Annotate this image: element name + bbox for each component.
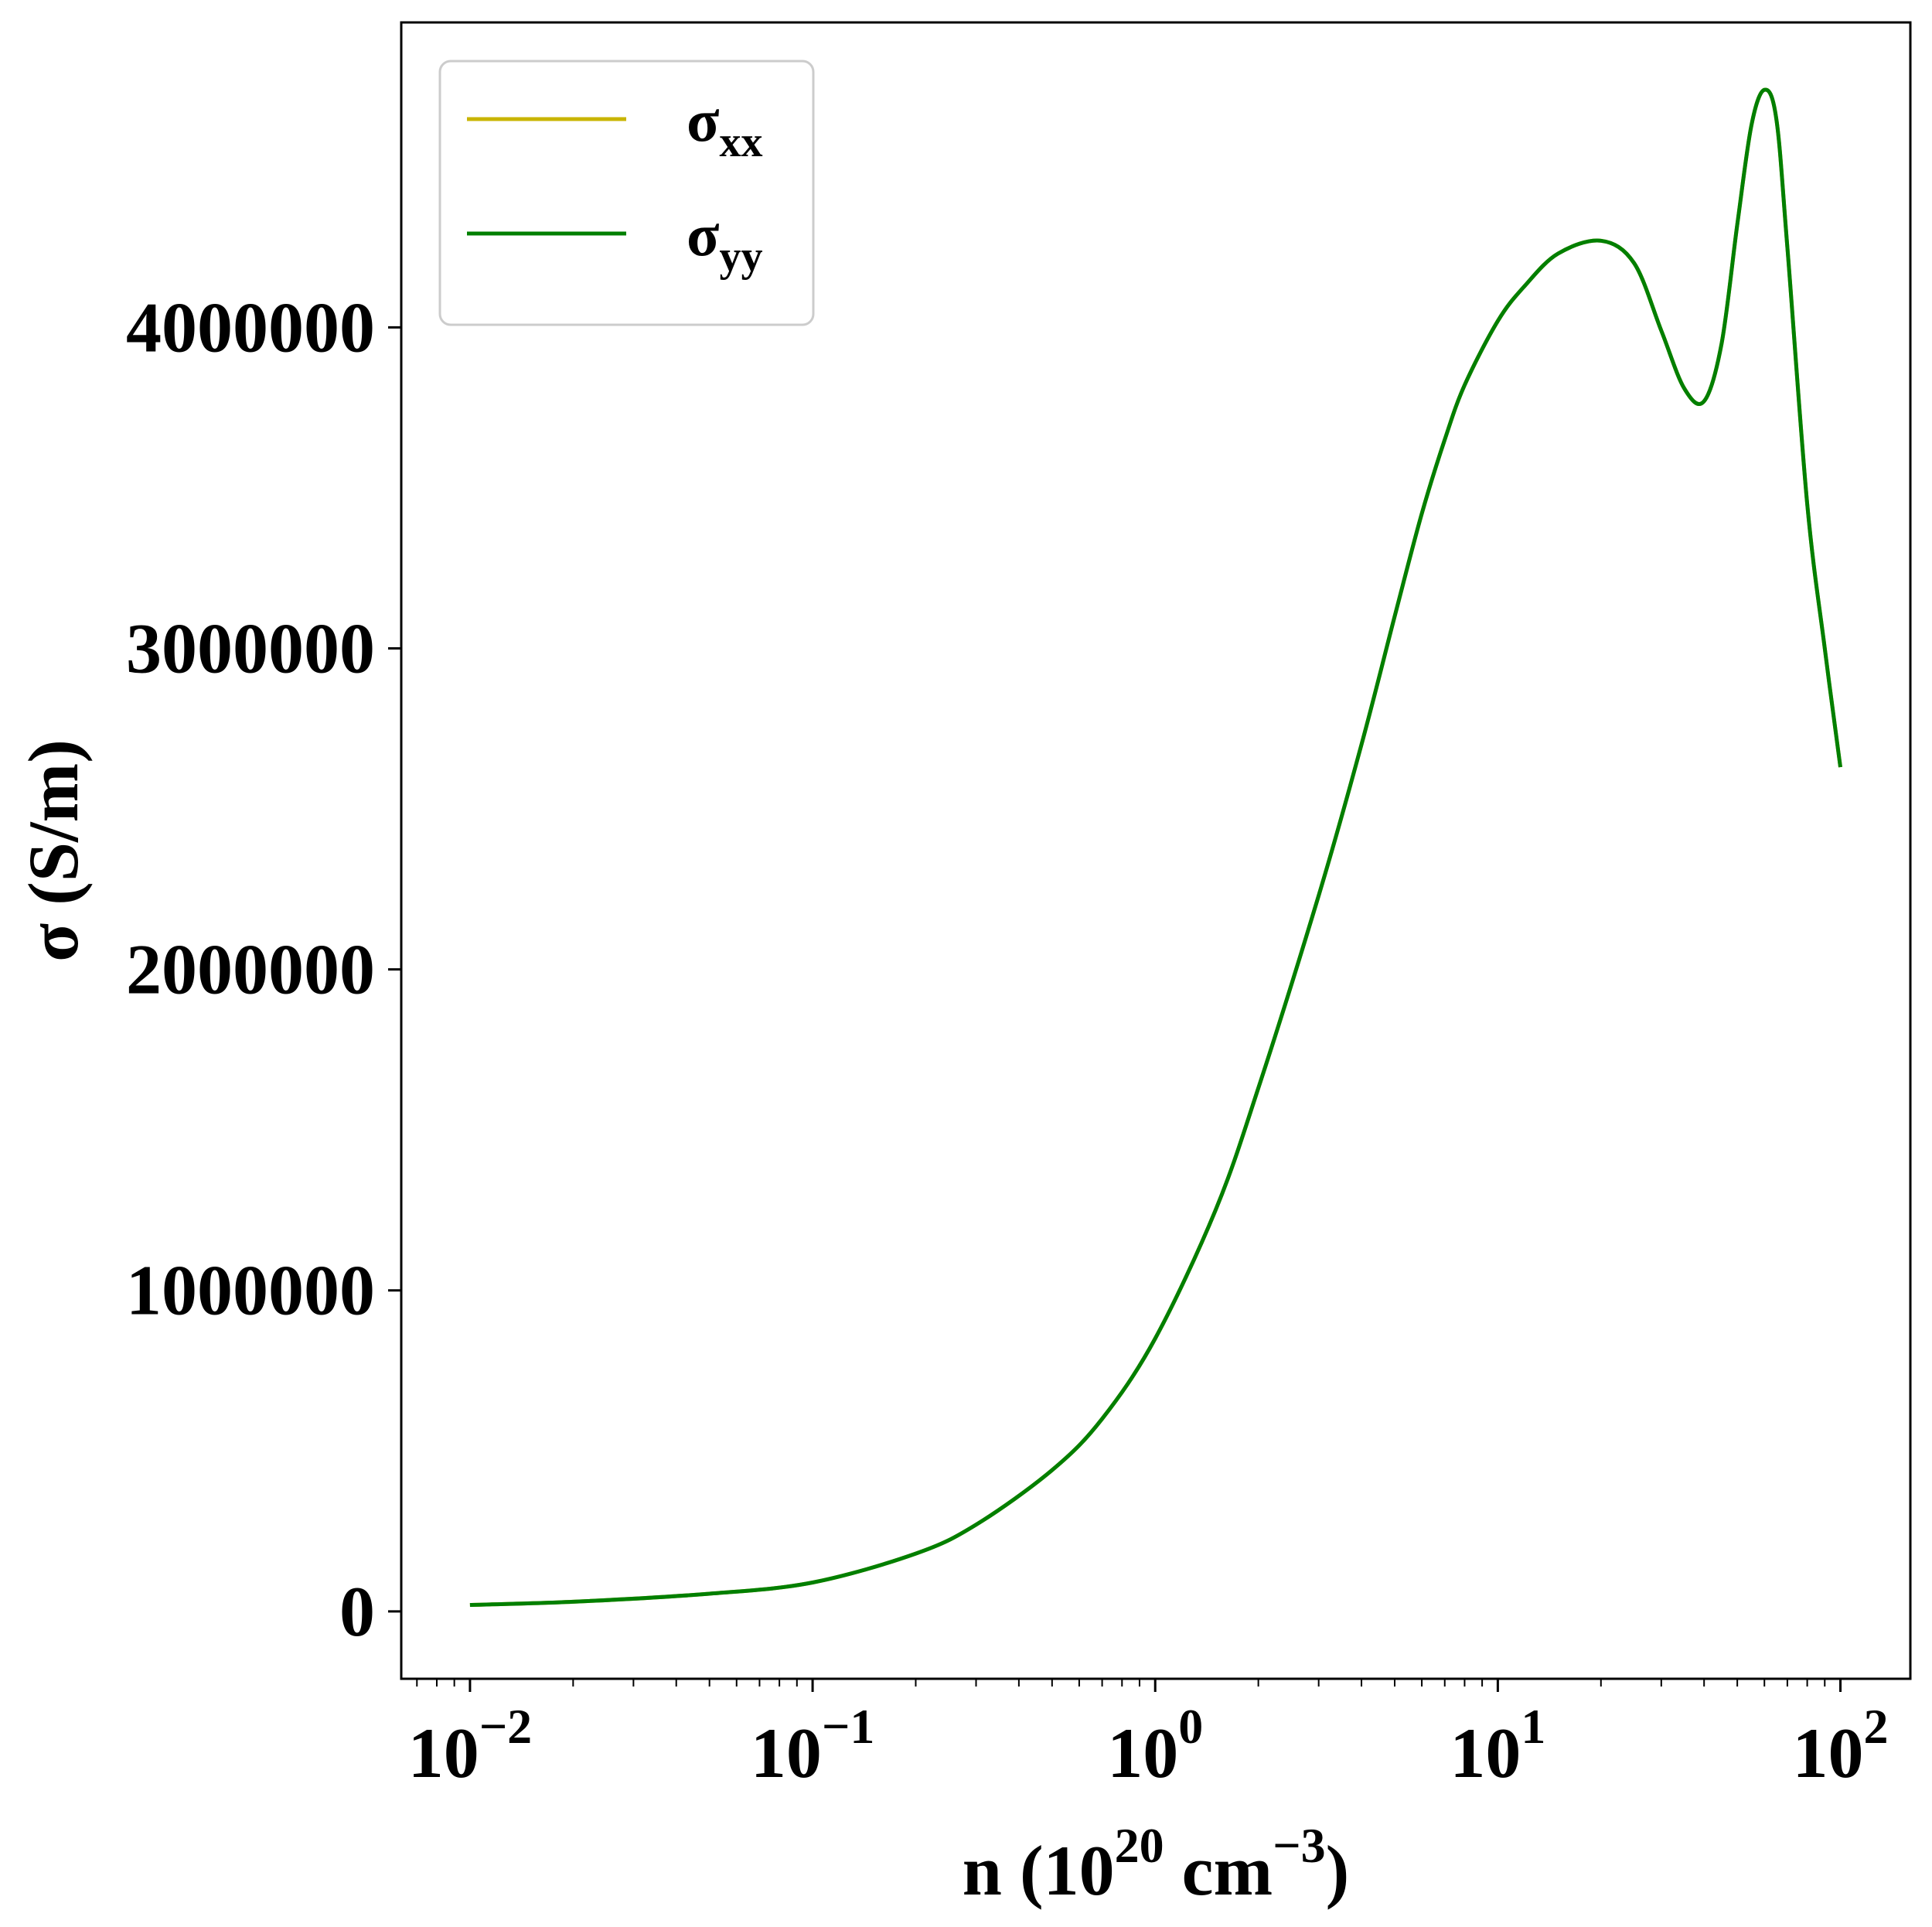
x-tick-label-base: 10 (1107, 1714, 1178, 1792)
x-axis-label-unit: cm (1164, 1831, 1273, 1910)
legend-label-sigma-xx-subscript: xx (719, 118, 762, 166)
x-tick-label-base: 10 (1793, 1714, 1864, 1792)
x-axis-label-base: n (10 (963, 1831, 1115, 1910)
ticks-layer: 10−2 10−1 100 101 10201000000200000030000004… (126, 288, 1889, 1792)
legend-label-sigma-xx-symbol: σ (687, 87, 719, 154)
legend-box (438, 60, 815, 326)
legend-label-sigma-yy-subscript: yy (719, 233, 762, 281)
y-tick-label: 0 (339, 1572, 375, 1651)
x-tick-label-base: 10 (751, 1714, 822, 1792)
series-layer (469, 87, 1842, 1607)
x-tick-label-base: 10 (1450, 1714, 1521, 1792)
y-axis-label: σ (S/m) (14, 739, 93, 962)
x-tick-label-exponent: 1 (1521, 1699, 1545, 1754)
plot-frame (400, 21, 1912, 1680)
x-tick-label-exponent: 2 (1864, 1699, 1889, 1754)
legend-label-sigma-yy: σyy (687, 201, 762, 281)
x-tick-label: 100 (1107, 1699, 1203, 1792)
x-tick-label-exponent: −1 (822, 1699, 874, 1754)
series-line-sigma-yy (469, 87, 1842, 1607)
y-tick-label: 1000000 (126, 1251, 375, 1330)
x-axis-label-exponent-2: −3 (1273, 1818, 1325, 1873)
x-axis-label-exponent-1: 20 (1115, 1818, 1164, 1873)
x-tick-label-base: 10 (408, 1714, 479, 1792)
x-tick-label: 10−1 (751, 1699, 874, 1792)
legend-label-sigma-yy-symbol: σ (687, 201, 719, 268)
x-tick-label: 10−2 (408, 1699, 532, 1792)
x-axis-label: n (1020 cm−3) (963, 1818, 1349, 1910)
x-tick-label-exponent: 0 (1178, 1699, 1203, 1754)
x-tick-label: 101 (1450, 1699, 1545, 1792)
x-tick-label-exponent: −2 (479, 1699, 532, 1754)
legend-label-sigma-xx: σxx (687, 87, 762, 166)
x-axis-label-end: ) (1326, 1831, 1350, 1910)
y-tick-label: 4000000 (126, 288, 375, 367)
y-tick-label: 2000000 (126, 930, 375, 1009)
y-tick-label: 3000000 (126, 609, 375, 687)
legend: σxx σyy (438, 60, 815, 326)
x-tick-label: 102 (1793, 1699, 1889, 1792)
